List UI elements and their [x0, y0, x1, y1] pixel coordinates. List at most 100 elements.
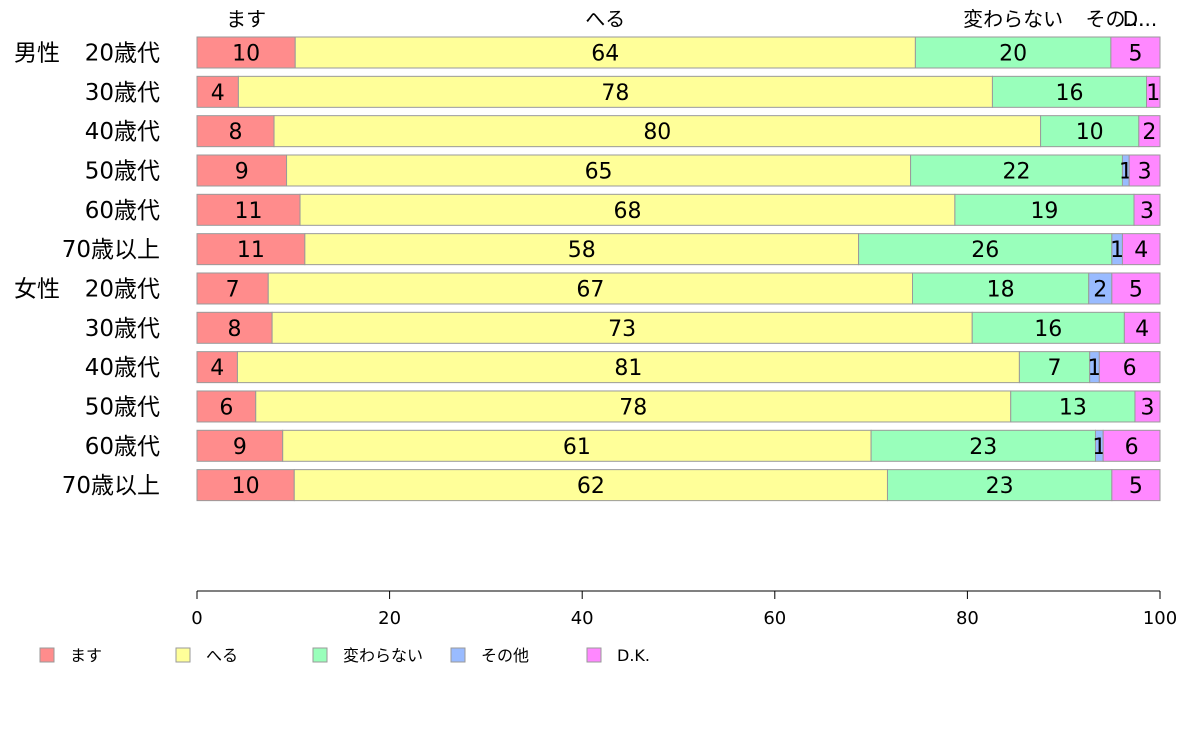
top-category-label: その...	[1085, 7, 1144, 31]
bar-segment	[1018, 351, 1091, 384]
data-label: 5	[1128, 42, 1142, 67]
bar-segment	[196, 36, 296, 69]
data-label: 61	[563, 435, 591, 460]
data-label: 2	[1093, 277, 1107, 302]
bar-segment	[886, 469, 1113, 502]
top-category-label: ます	[226, 7, 266, 31]
data-label: 6	[1125, 435, 1139, 460]
top-category-label: D...	[1123, 7, 1157, 31]
bar-segment	[267, 272, 914, 305]
data-label: 4	[1135, 317, 1149, 342]
bar-segment	[196, 154, 288, 187]
data-label: 58	[568, 238, 596, 263]
bar-segment	[1134, 390, 1161, 423]
bar-segment	[294, 36, 916, 69]
legend-label: 変わらない	[343, 646, 423, 665]
bar-segment	[196, 193, 301, 226]
group-label: 男性	[14, 41, 60, 67]
data-label: 9	[233, 435, 247, 460]
data-label: 1	[1110, 238, 1124, 263]
data-label: 1	[1146, 81, 1160, 106]
legend-label: へる	[206, 646, 238, 665]
bar-segment	[910, 154, 1123, 187]
data-label: 23	[986, 474, 1014, 499]
bar-segment	[1098, 351, 1161, 384]
x-tick-label: 20	[378, 608, 401, 629]
bar-segment	[954, 193, 1135, 226]
data-label: 20	[999, 42, 1027, 67]
top-category-label: 変わらない	[963, 7, 1063, 31]
legend-label: その他	[481, 646, 529, 665]
data-label: 5	[1129, 474, 1143, 499]
x-tick-label: 60	[763, 608, 786, 629]
data-label: 16	[1055, 81, 1083, 106]
data-label: 9	[235, 159, 249, 184]
bar-segment	[293, 469, 888, 502]
data-label: 7	[1048, 356, 1062, 381]
row-label: 30歳代	[85, 316, 160, 342]
legend-swatch	[586, 647, 602, 663]
row-label: 50歳代	[85, 394, 160, 420]
data-label: 16	[1034, 317, 1062, 342]
bar-segment	[1138, 115, 1161, 148]
row-label: 40歳代	[85, 119, 160, 145]
bar-segment	[1146, 75, 1161, 108]
bar-segment	[1010, 390, 1136, 423]
data-label: 8	[228, 317, 242, 342]
row-label: 20歳代	[85, 276, 160, 302]
row-label: 60歳代	[85, 434, 160, 460]
bar-segment	[1102, 429, 1161, 462]
data-label: 4	[210, 356, 224, 381]
bar-segment	[1040, 115, 1140, 148]
row-label: 20歳代	[85, 41, 160, 67]
row-label: 30歳代	[85, 80, 160, 106]
bar-segment	[1111, 272, 1161, 305]
legend-swatch	[450, 647, 466, 663]
x-tick-label: 40	[571, 608, 594, 629]
bar-segment	[912, 272, 1090, 305]
row-label: 50歳代	[85, 158, 160, 184]
bar-segment	[1110, 36, 1161, 69]
data-label: 1	[1088, 356, 1102, 381]
bar-segment	[1128, 154, 1161, 187]
bar-segment	[282, 429, 872, 462]
bar-segment	[236, 351, 1020, 384]
bar-segment	[271, 311, 973, 344]
bar-segment	[196, 311, 273, 344]
bar-segment	[1111, 469, 1161, 502]
legend-label: D.K.	[617, 646, 650, 665]
data-label: 3	[1138, 159, 1152, 184]
group-label: 女性	[14, 276, 60, 302]
row-label: 70歳以上	[62, 237, 160, 263]
data-label: 78	[619, 395, 647, 420]
bar-segment	[196, 429, 284, 462]
row-label: 40歳代	[85, 355, 160, 381]
data-label: 6	[1123, 356, 1137, 381]
bar-segment	[237, 75, 993, 108]
data-label: 2	[1142, 120, 1156, 145]
data-label: 10	[232, 474, 260, 499]
data-label: 67	[576, 277, 604, 302]
data-label: 81	[614, 356, 642, 381]
data-label: 7	[226, 277, 240, 302]
data-label: 4	[1134, 238, 1148, 263]
bar-segment	[914, 36, 1112, 69]
bar-segment	[286, 154, 912, 187]
x-tick-label: 80	[956, 608, 979, 629]
bar-segment	[196, 351, 238, 384]
bar-segment	[196, 272, 269, 305]
bar-segment	[991, 75, 1148, 108]
data-label: 23	[969, 435, 997, 460]
legend-label: ます	[70, 646, 102, 665]
data-label: 78	[601, 81, 629, 106]
data-label: 65	[585, 159, 613, 184]
bar-segment	[1121, 233, 1161, 266]
bar-segment	[299, 193, 956, 226]
bar-segment	[273, 115, 1042, 148]
row-label: 60歳代	[85, 198, 160, 224]
data-label: 80	[643, 120, 671, 145]
bar-segment	[304, 233, 860, 266]
bar-segment	[858, 233, 1113, 266]
data-label: 64	[591, 42, 619, 67]
